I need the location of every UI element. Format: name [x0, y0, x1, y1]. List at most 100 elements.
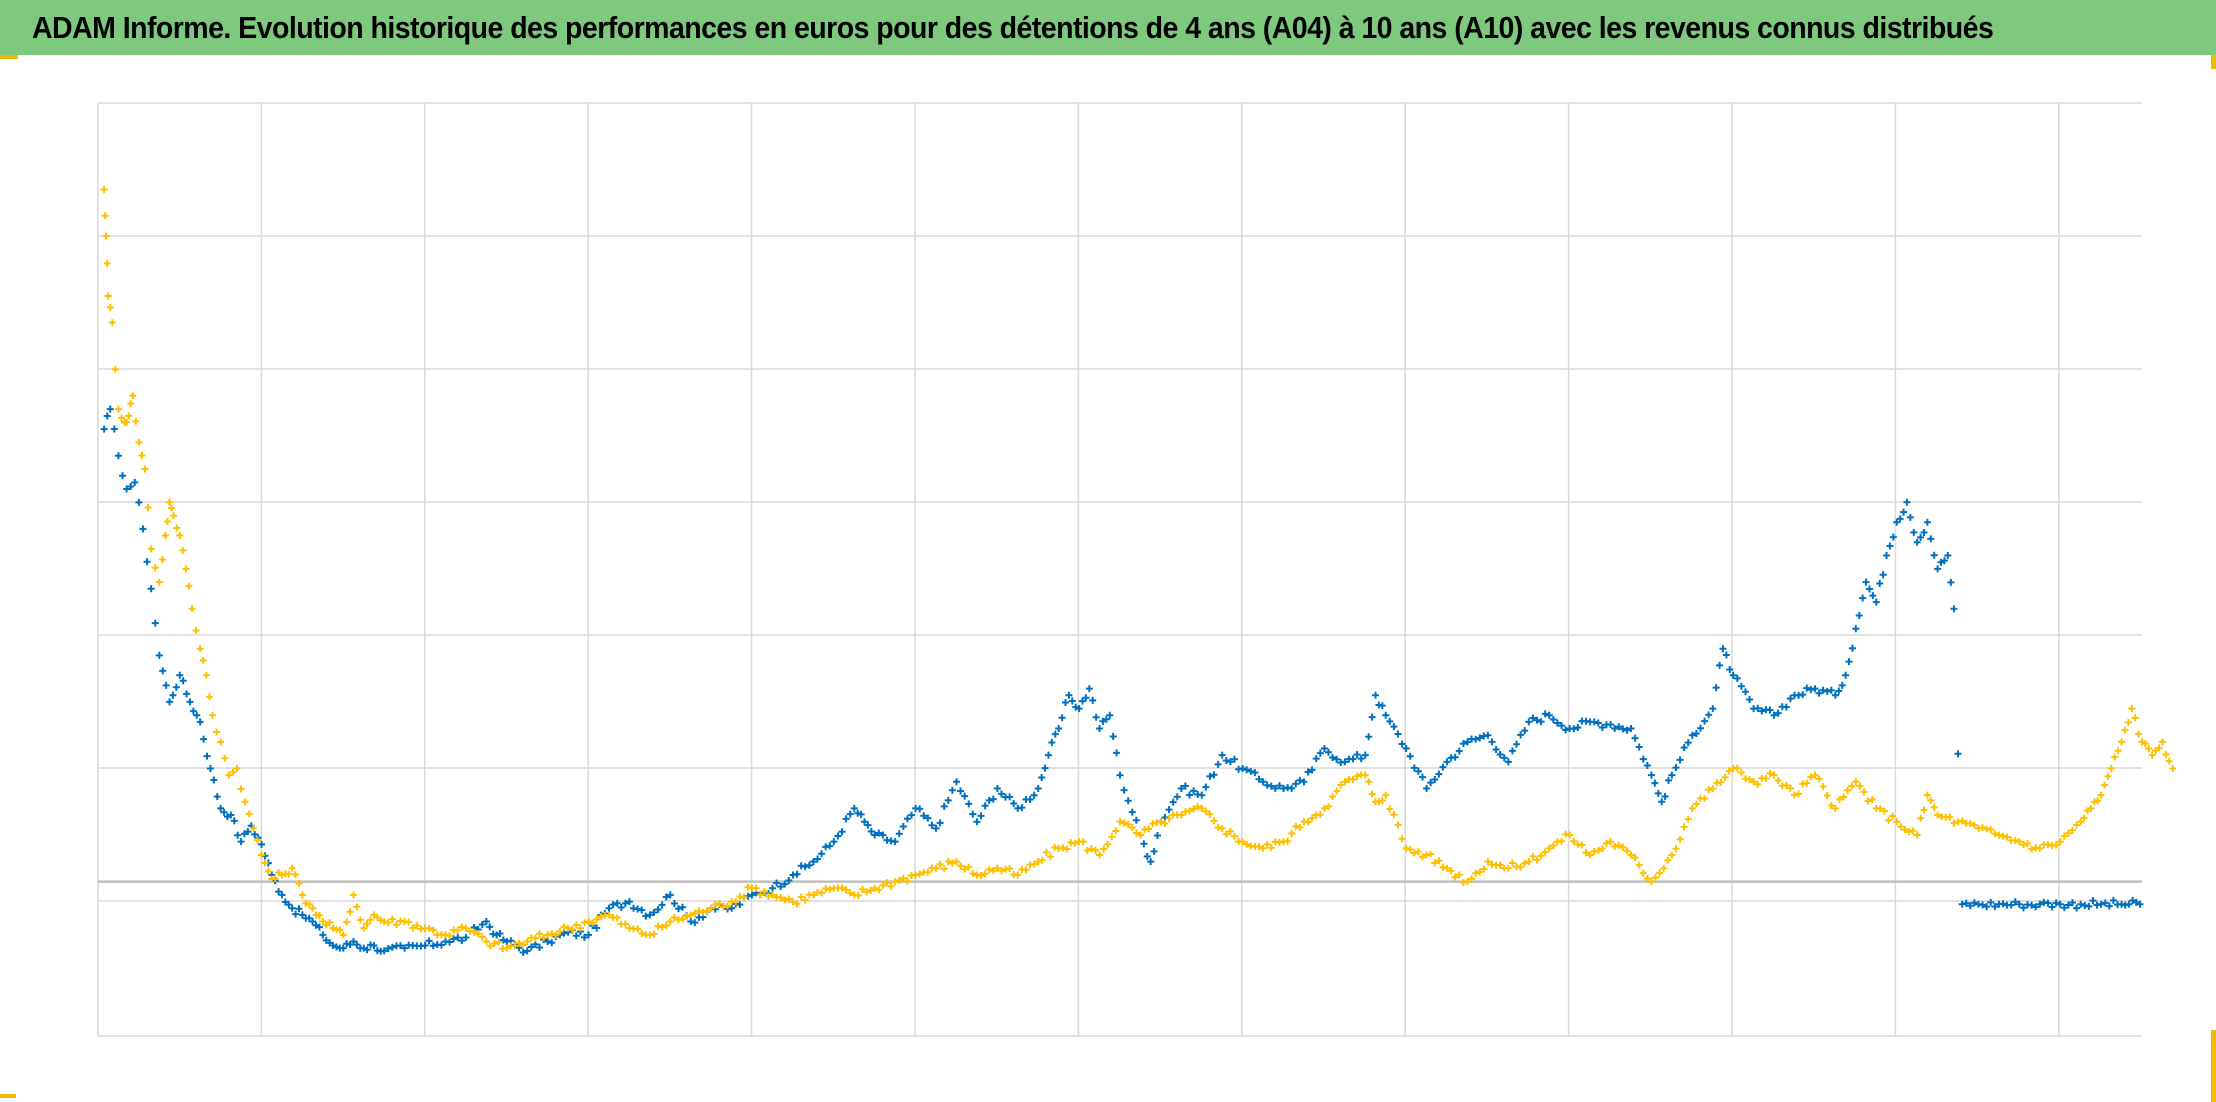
data-point [1879, 571, 1887, 579]
data-point [1055, 725, 1063, 733]
series-1 [100, 405, 2144, 956]
data-point [1210, 771, 1218, 779]
data-point [196, 718, 204, 726]
data-point [1827, 686, 1835, 694]
data-point [1934, 565, 1942, 573]
data-point [1173, 793, 1181, 801]
data-point [2077, 818, 2085, 826]
data-point [785, 895, 793, 903]
data-point [1913, 831, 1921, 839]
data-point [621, 899, 629, 907]
data-point [1372, 691, 1379, 699]
data-point [732, 898, 740, 906]
data-point [1876, 805, 1884, 813]
data-point [1855, 612, 1863, 620]
data-point [993, 864, 1001, 872]
data-point [1615, 841, 1623, 849]
data-point [924, 868, 932, 876]
series-2 [100, 186, 2177, 953]
data-point [1288, 784, 1296, 792]
data-point [861, 818, 868, 826]
data-point [1627, 851, 1635, 859]
data-point [687, 911, 695, 919]
data-point [895, 830, 903, 838]
data-point [380, 918, 388, 926]
data-point [208, 711, 216, 719]
data-point [1803, 684, 1811, 692]
data-point [1664, 856, 1672, 864]
data-point [185, 582, 193, 590]
data-point [944, 858, 952, 866]
data-point [1893, 818, 1901, 826]
data-point [1026, 795, 1034, 803]
data-point [1726, 665, 1734, 673]
data-point [1410, 849, 1418, 857]
data-point [111, 365, 119, 373]
data-point [1897, 823, 1905, 831]
data-point [189, 707, 197, 715]
data-point [2052, 899, 2060, 907]
data-point [1443, 864, 1451, 872]
data-point [275, 888, 283, 896]
data-point [1701, 795, 1709, 803]
data-point [1386, 717, 1394, 725]
data-point [264, 867, 272, 875]
data-point [756, 891, 764, 899]
data-point [186, 698, 194, 706]
data-point [1071, 839, 1079, 847]
data-point [176, 671, 184, 679]
data-point [646, 911, 654, 919]
data-point [1394, 821, 1402, 829]
data-point [159, 667, 167, 675]
data-point [777, 894, 785, 902]
data-point [1459, 740, 1467, 748]
data-point [1521, 859, 1529, 867]
data-point [1733, 674, 1741, 682]
data-point [305, 900, 313, 908]
data-point [613, 914, 621, 922]
data-point [1934, 811, 1942, 819]
data-point [182, 565, 190, 573]
data-point [1598, 844, 1606, 852]
data-point [2015, 900, 2023, 908]
data-point [1296, 776, 1304, 784]
data-point [1304, 818, 1312, 826]
data-point [2064, 829, 2072, 837]
data-point [1061, 698, 1069, 706]
data-point [1484, 731, 1492, 739]
data-point [1537, 718, 1545, 726]
data-point [2165, 757, 2173, 765]
data-point [1758, 707, 1766, 715]
data-point [104, 292, 112, 300]
data-point [458, 923, 466, 931]
data-point [1553, 719, 1561, 727]
data-point [536, 930, 544, 938]
data-point [842, 815, 850, 823]
data-point [1083, 846, 1091, 854]
data-point [1623, 726, 1631, 734]
data-point [1979, 901, 1987, 909]
data-point [234, 831, 242, 839]
data-point [1147, 858, 1155, 866]
data-point [932, 824, 940, 832]
data-point [1251, 769, 1259, 777]
data-point [106, 405, 114, 413]
data-point [1368, 713, 1376, 721]
data-point [1709, 705, 1717, 713]
data-point [1680, 744, 1688, 752]
data-point [593, 915, 601, 923]
data-point [2124, 718, 2132, 726]
data-point [1517, 731, 1525, 739]
data-point [1999, 900, 2007, 908]
data-point [200, 735, 208, 743]
data-point [1927, 535, 1935, 543]
data-point [1292, 822, 1300, 830]
data-point [1876, 579, 1884, 587]
data-point [1198, 804, 1206, 812]
data-point [1717, 778, 1725, 786]
data-point [1100, 845, 1108, 853]
data-point [1132, 816, 1140, 824]
data-point [1991, 830, 1999, 838]
data-point [1598, 723, 1606, 731]
data-point [1602, 839, 1610, 847]
